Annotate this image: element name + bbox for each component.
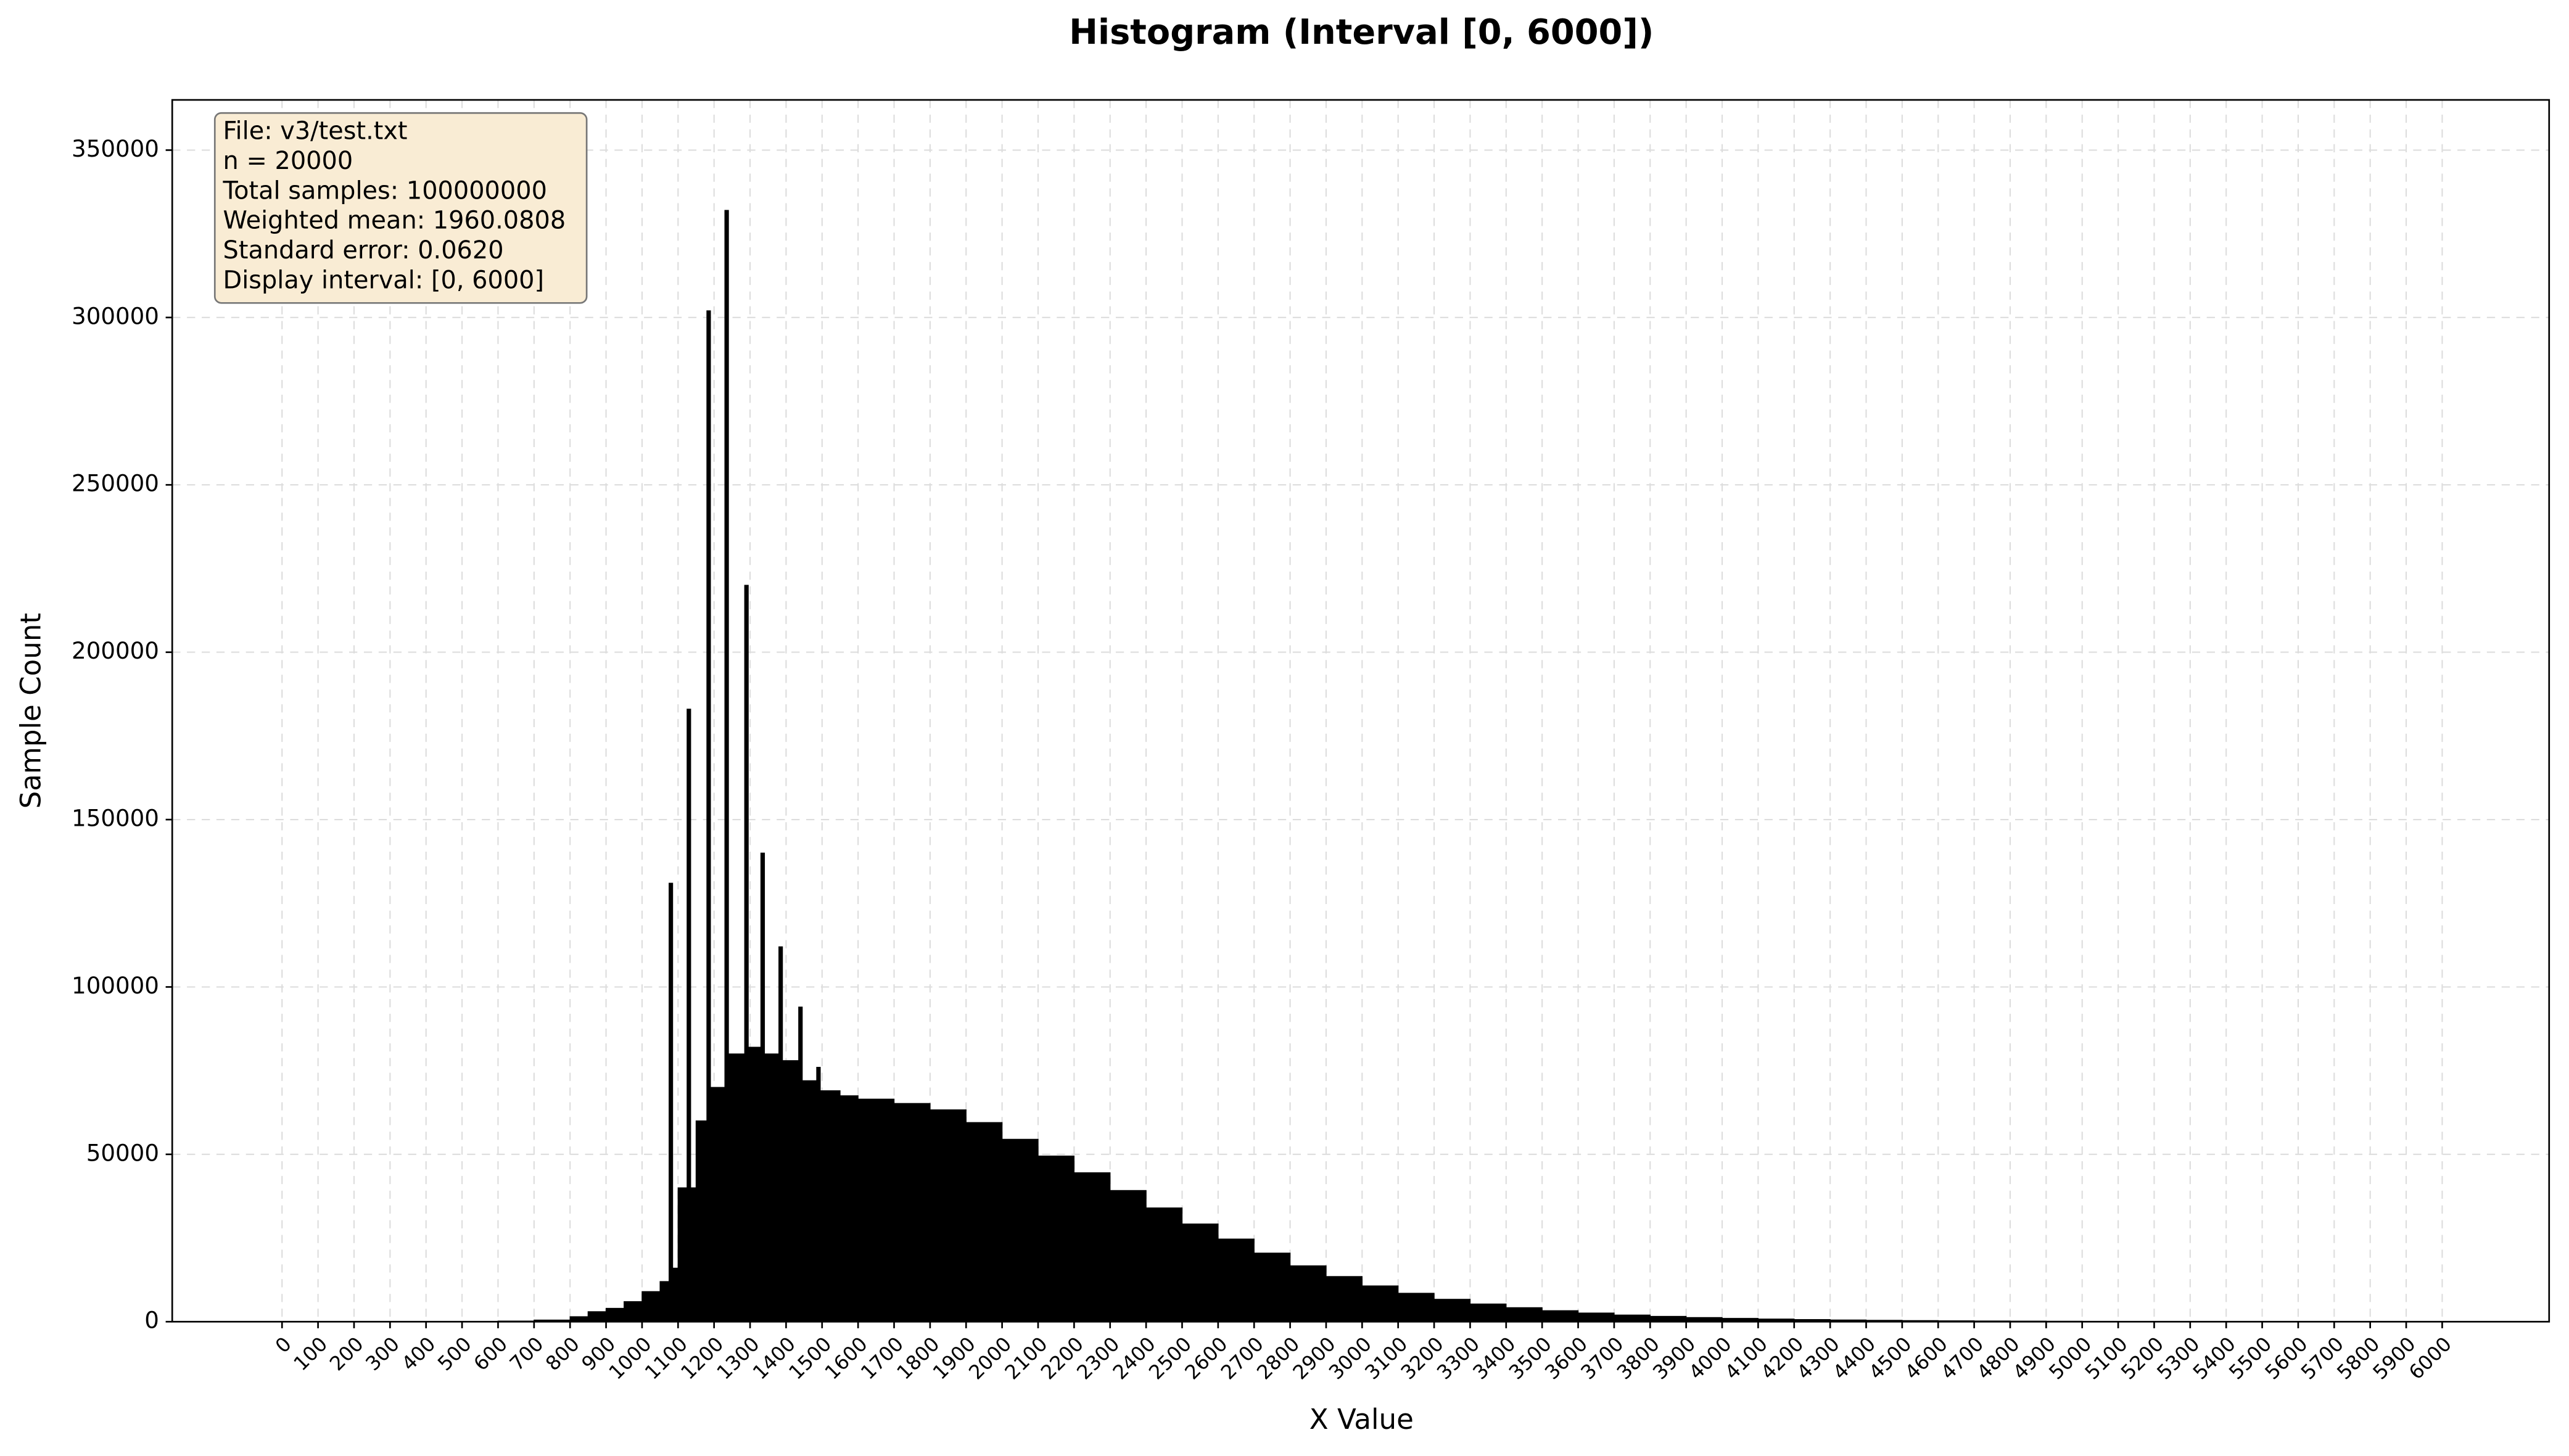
bar [1289,1265,1327,1322]
bar [802,1080,817,1322]
bars [497,210,2443,1322]
bar [965,1122,1003,1322]
bar [1506,1307,1543,1322]
bar [839,1095,859,1322]
bar [669,882,674,1322]
bar [1253,1252,1291,1322]
plot-frame [171,99,2550,1323]
y-tick-label: 50000 [86,1139,159,1166]
bar [1218,1238,1255,1322]
bar [1577,1312,1615,1322]
info-line: Standard error: 0.0620 [223,236,504,265]
bar [778,946,783,1322]
bar [1110,1190,1147,1322]
chart-title: Histogram (Interval [0, 6000]) [1069,12,1654,52]
x-axis-label: X Value [1309,1403,1414,1436]
bar [820,1090,841,1322]
bar [1469,1303,1507,1322]
bar [857,1098,895,1322]
y-tick-label: 350000 [72,135,159,162]
y-tick-label: 100000 [72,972,159,999]
bar [816,1067,821,1322]
grid [172,100,2549,1323]
bar [587,1311,607,1322]
bar [1433,1299,1471,1322]
bar [690,1187,697,1322]
bar [1181,1224,1219,1322]
bar [695,1120,707,1322]
bar [659,1281,670,1322]
bar [1145,1207,1183,1322]
bar [748,1047,762,1322]
bar [781,1060,799,1322]
bar [760,852,765,1322]
y-tick-label: 200000 [72,637,159,664]
bar [641,1291,661,1322]
bar [1614,1314,1651,1322]
bar [677,1187,688,1322]
bar [744,585,749,1322]
y-tick-label: 0 [144,1307,159,1334]
bar [706,310,711,1322]
bar [1541,1310,1579,1322]
bar [1037,1155,1075,1322]
bar [728,1053,745,1322]
info-line: n = 20000 [223,147,353,175]
bar [724,210,729,1322]
bar [1361,1285,1399,1322]
bar [1073,1172,1111,1322]
info-box-background [213,112,588,304]
info-line: File: v3/test.txt [223,117,408,146]
info-line: Weighted mean: 1960.0808 [223,207,566,235]
bar [624,1301,643,1322]
y-tick-label: 250000 [72,470,159,497]
bar [672,1267,678,1322]
bar [930,1109,967,1322]
bar [687,709,691,1322]
bar [1326,1276,1363,1322]
bar [798,1006,803,1322]
y-tick-label: 150000 [72,805,159,832]
info-line: Display interval: [0, 6000] [223,266,545,294]
y-tick-label: 300000 [72,302,159,329]
bar [764,1053,780,1322]
bar [893,1103,931,1322]
bar [1398,1293,1435,1322]
y-axis-label: Sample Count [14,613,47,809]
bar [1001,1138,1039,1322]
bar [710,1087,725,1322]
bar [605,1307,625,1322]
info-line: Total samples: 100000000 [223,176,547,205]
